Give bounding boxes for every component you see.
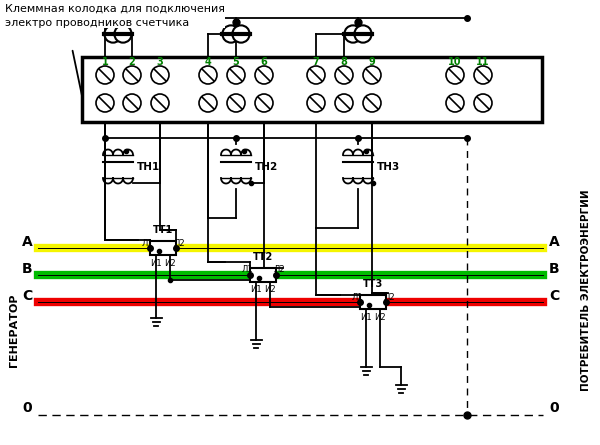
Text: ТТ3: ТТ3 (363, 279, 383, 289)
Text: Л1: Л1 (141, 239, 153, 247)
Text: 7: 7 (313, 57, 319, 67)
Text: 11: 11 (476, 57, 490, 67)
Text: И2: И2 (164, 259, 176, 267)
Circle shape (223, 25, 239, 43)
Text: 9: 9 (368, 57, 376, 67)
Circle shape (363, 94, 381, 112)
Circle shape (474, 66, 492, 84)
Circle shape (151, 94, 169, 112)
Text: Л1: Л1 (351, 292, 363, 302)
Circle shape (96, 66, 114, 84)
Circle shape (446, 94, 464, 112)
Text: 0: 0 (549, 401, 559, 415)
Text: A: A (22, 235, 32, 249)
Text: 8: 8 (341, 57, 347, 67)
Text: A: A (548, 235, 559, 249)
Bar (360, 295, 386, 309)
Circle shape (355, 25, 371, 43)
Circle shape (474, 94, 492, 112)
Text: ТТ2: ТТ2 (253, 252, 273, 262)
Circle shape (307, 94, 325, 112)
Text: ГЕНЕРАТОР: ГЕНЕРАТОР (9, 293, 19, 367)
Circle shape (307, 66, 325, 84)
Circle shape (335, 66, 353, 84)
Circle shape (446, 66, 464, 84)
Text: ТН1: ТН1 (137, 162, 160, 172)
Text: И1: И1 (150, 259, 162, 267)
Circle shape (199, 66, 217, 84)
Bar (250, 268, 276, 282)
Text: C: C (22, 289, 32, 303)
Circle shape (123, 94, 141, 112)
Circle shape (255, 66, 273, 84)
Text: 2: 2 (128, 57, 136, 67)
Text: B: B (548, 262, 559, 276)
Text: И1: И1 (360, 312, 372, 321)
Text: ТН3: ТН3 (377, 162, 400, 172)
Circle shape (255, 94, 273, 112)
Text: 6: 6 (260, 57, 268, 67)
Text: Клеммная колодка для подключения
электро проводников счетчика: Клеммная колодка для подключения электро… (5, 4, 225, 28)
Text: 0: 0 (22, 401, 32, 415)
Text: ПОТРЕБИТЕЛЬ ЭЛЕКТРОЭНЕРГИИ: ПОТРЕБИТЕЛЬ ЭЛЕКТРОЭНЕРГИИ (581, 189, 591, 391)
Circle shape (363, 66, 381, 84)
Text: Л2: Л2 (383, 292, 395, 302)
Circle shape (115, 25, 131, 43)
Circle shape (151, 66, 169, 84)
Circle shape (344, 25, 362, 43)
Circle shape (232, 25, 250, 43)
Text: 4: 4 (205, 57, 211, 67)
Circle shape (123, 66, 141, 84)
Circle shape (227, 66, 245, 84)
Circle shape (335, 94, 353, 112)
Text: ТТ1: ТТ1 (153, 225, 173, 235)
Circle shape (199, 94, 217, 112)
Text: И2: И2 (264, 286, 276, 295)
Circle shape (227, 94, 245, 112)
Text: И1: И1 (250, 286, 262, 295)
Circle shape (104, 25, 122, 43)
Bar (82, 57, 542, 122)
Text: 3: 3 (157, 57, 163, 67)
Text: C: C (549, 289, 559, 303)
Text: Л2: Л2 (273, 266, 285, 275)
Text: И2: И2 (374, 312, 386, 321)
Text: 10: 10 (448, 57, 462, 67)
Text: B: B (22, 262, 32, 276)
Bar (150, 241, 176, 255)
Text: ТН2: ТН2 (255, 162, 278, 172)
Text: 1: 1 (101, 57, 109, 67)
Text: Л1: Л1 (241, 266, 253, 275)
Text: Л2: Л2 (173, 239, 185, 247)
Circle shape (96, 94, 114, 112)
Text: 5: 5 (233, 57, 239, 67)
